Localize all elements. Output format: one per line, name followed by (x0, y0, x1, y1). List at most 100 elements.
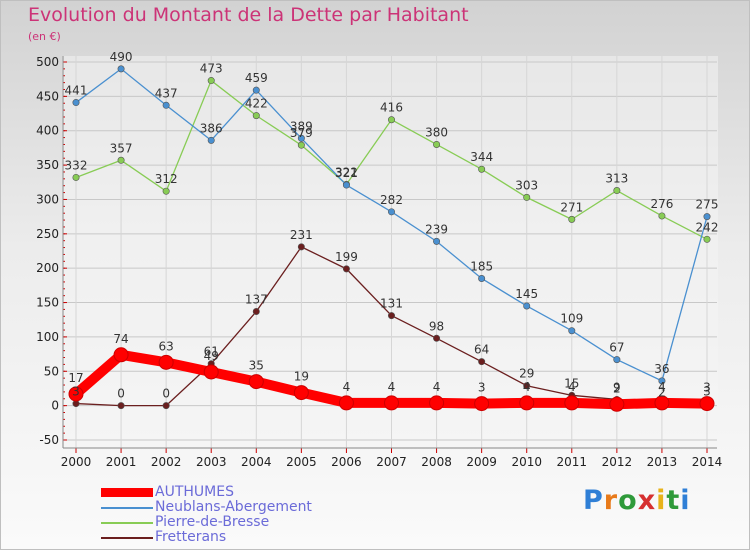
y-tick-label: 150 (36, 296, 59, 310)
data-point (117, 65, 125, 73)
x-tick-label: 2003 (196, 455, 227, 469)
data-point (117, 402, 125, 410)
x-tick-label: 2010 (511, 455, 542, 469)
data-point (654, 395, 670, 411)
x-tick-label: 2013 (647, 455, 678, 469)
data-point (297, 134, 305, 142)
data-point (117, 156, 125, 164)
logo-letter: o (618, 485, 638, 516)
data-point (252, 86, 260, 94)
x-tick-label: 2007 (376, 455, 407, 469)
data-point (387, 312, 395, 320)
data-point (703, 213, 711, 221)
y-tick-label: 450 (36, 89, 59, 103)
legend-label: Neublans-Abergement (155, 499, 312, 515)
data-point (207, 77, 215, 85)
data-label: 386 (200, 121, 223, 135)
data-point (207, 136, 215, 144)
x-tick-label: 2001 (106, 455, 137, 469)
x-tick-label: 2008 (421, 455, 452, 469)
data-point (474, 396, 490, 412)
data-label: 473 (200, 62, 223, 76)
data-label: 4 (343, 380, 351, 394)
data-label: 437 (155, 86, 178, 100)
data-point (433, 334, 441, 342)
data-label: 276 (650, 197, 673, 211)
x-tick-label: 2004 (241, 455, 272, 469)
data-point (387, 208, 395, 216)
data-label: 19 (294, 370, 309, 384)
legend-label: Pierre-de-Bresse (155, 514, 270, 530)
y-tick-label: 100 (36, 330, 59, 344)
data-label: 231 (290, 228, 313, 242)
data-label: 389 (290, 119, 313, 133)
x-tick-label: 2005 (286, 455, 317, 469)
legend-label: Fretterans (155, 529, 227, 545)
data-label: 0 (162, 387, 170, 401)
data-label: 242 (696, 220, 719, 234)
logo-letter: x (637, 485, 657, 516)
data-point (429, 395, 445, 411)
data-label: 131 (380, 297, 403, 311)
data-label: 3 (703, 385, 711, 399)
data-point (384, 395, 399, 411)
data-label: 239 (425, 222, 448, 236)
data-point (564, 395, 580, 411)
data-point (297, 243, 305, 251)
data-point (523, 382, 531, 390)
data-label: 9 (613, 380, 621, 394)
data-point (478, 274, 486, 282)
data-label: 98 (429, 319, 444, 333)
y-tick-label: 200 (36, 261, 59, 275)
data-label: 2 (613, 381, 621, 395)
y-tick-label: 400 (36, 124, 59, 138)
logo-letter: i (680, 485, 691, 516)
data-point (162, 402, 170, 410)
data-label: 35 (249, 359, 264, 373)
data-label: 17 (68, 371, 83, 385)
y-tick-label: 250 (36, 227, 59, 241)
data-point (162, 101, 170, 109)
data-label: 4 (388, 380, 396, 394)
data-label: 380 (425, 125, 448, 139)
data-label: 185 (470, 259, 493, 273)
data-label: 0 (117, 387, 125, 401)
data-point (248, 374, 264, 390)
data-label: 332 (65, 158, 88, 172)
data-label: 2 (658, 385, 666, 399)
data-label: 61 (204, 345, 219, 359)
data-point (68, 386, 84, 402)
y-tick-label: 350 (36, 158, 59, 172)
data-label: 322 (335, 165, 358, 179)
y-tick-label: 500 (36, 55, 59, 69)
data-label: 313 (605, 172, 628, 186)
x-tick-label: 2012 (602, 455, 633, 469)
legend-label: AUTHUMES (155, 484, 234, 500)
data-label: 109 (560, 312, 583, 326)
proxiti-logo: Proxiti (583, 485, 691, 516)
data-point (523, 193, 531, 201)
logo-letter: t (666, 485, 681, 516)
data-label: 275 (696, 198, 719, 212)
legend-swatch (101, 507, 153, 509)
y-tick-label: 300 (36, 192, 59, 206)
data-label: 321 (335, 166, 358, 180)
data-point (72, 99, 80, 107)
data-label: 4 (523, 380, 531, 394)
data-point (293, 385, 309, 401)
data-point (113, 347, 129, 363)
legend-swatch (101, 537, 153, 539)
data-label: 67 (609, 341, 624, 355)
data-label: 199 (335, 250, 358, 264)
x-tick-label: 2011 (557, 455, 588, 469)
x-tick-label: 2006 (331, 455, 362, 469)
data-label: 49 (204, 349, 219, 363)
data-point (478, 165, 486, 173)
data-label: 3 (703, 381, 711, 395)
data-point (568, 327, 576, 335)
data-label: 4 (568, 380, 576, 394)
data-label: 422 (245, 97, 268, 111)
data-point (478, 358, 486, 366)
data-point (613, 356, 621, 364)
data-point (568, 215, 576, 223)
